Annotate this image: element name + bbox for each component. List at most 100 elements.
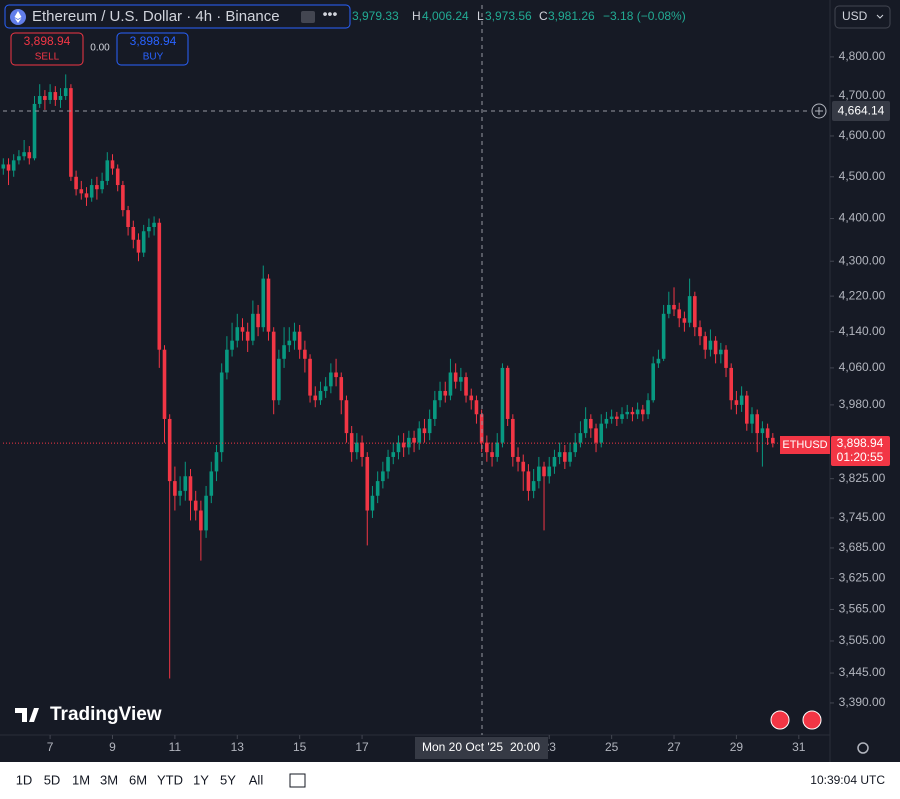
candle-body <box>505 367 510 419</box>
crosshair-date: Mon 20 Oct '25 <box>422 740 503 754</box>
candle-body <box>531 481 536 491</box>
candle-body <box>121 185 125 211</box>
event-flag[interactable] <box>770 710 790 730</box>
candle-body <box>479 414 484 443</box>
candle-body <box>43 96 47 100</box>
candle-body <box>162 349 167 419</box>
range-button[interactable]: YTD <box>157 772 183 787</box>
candle-body <box>521 461 526 472</box>
currency-button[interactable] <box>834 5 891 29</box>
sell-label: SELL <box>35 52 60 63</box>
candle-body <box>433 400 437 419</box>
candle-body <box>95 185 99 190</box>
y-tick-label: 4,060.00 <box>839 360 886 374</box>
symbol-box[interactable] <box>4 4 351 29</box>
candle-body <box>74 176 78 190</box>
legend: 3,979.33 H 4,006.24 L 3,973.56 C 3,981.2… <box>352 9 686 23</box>
range-button[interactable]: 1D <box>16 772 33 787</box>
candle-body <box>724 349 728 368</box>
candle-body <box>682 318 687 323</box>
candle-body <box>178 490 182 496</box>
range-button[interactable]: 5D <box>44 772 61 787</box>
legend-key: C <box>539 9 548 23</box>
candle-body <box>360 442 364 457</box>
candle-body <box>22 152 26 157</box>
candle-body <box>542 466 546 477</box>
range-button[interactable]: 3M <box>100 772 118 787</box>
range-button[interactable]: 5Y <box>220 772 236 787</box>
candle-body <box>734 400 739 405</box>
last-price-box <box>831 436 890 466</box>
candle-body <box>282 345 286 359</box>
crosshair-date-box <box>415 737 548 759</box>
candle-body <box>251 313 255 341</box>
candle-body <box>152 222 156 227</box>
x-tick-label: 25 <box>605 740 619 754</box>
candle-body <box>573 442 578 453</box>
candle-body <box>745 395 749 424</box>
legend-high: 4,006.24 <box>422 9 469 23</box>
candle-body <box>719 349 723 355</box>
x-tick-label: 7 <box>47 740 54 754</box>
buy-button[interactable] <box>116 32 189 66</box>
candle-body <box>84 193 89 198</box>
candle-body <box>318 390 323 401</box>
candle-body <box>755 414 760 434</box>
date-range-button[interactable] <box>289 773 306 788</box>
candle-body <box>656 358 661 364</box>
candle-body <box>630 411 635 415</box>
range-button[interactable]: All <box>249 772 264 787</box>
candle-body <box>32 103 37 159</box>
collapse-button[interactable] <box>301 11 315 23</box>
y-tick-label: 3,505.00 <box>839 633 886 647</box>
candle-body <box>537 466 541 482</box>
plot: 4,800.00 4,700.00 4,600.00 4,500.00 4,400.00… <box>1 49 886 754</box>
y-tick-label: 3,390.00 <box>839 695 886 709</box>
candle-body <box>6 164 11 171</box>
y-tick-label: 3,685.00 <box>839 540 886 554</box>
more-button[interactable]: ••• <box>323 6 338 22</box>
crosshair-price: 4,664.14 <box>838 104 885 118</box>
candle-body <box>329 372 333 387</box>
candle-body <box>563 452 567 462</box>
candle-body <box>495 442 500 457</box>
settings-button[interactable] <box>857 742 869 754</box>
range-button[interactable]: 6M <box>129 772 147 787</box>
sell-button[interactable] <box>10 32 84 66</box>
event-flag[interactable] <box>802 710 822 730</box>
candle-body <box>245 331 250 341</box>
candle-body <box>225 349 229 373</box>
y-tick-label: 3,445.00 <box>839 665 886 679</box>
candle-body <box>131 226 136 240</box>
buy-price: 3,898.94 <box>130 34 177 48</box>
candle-body <box>417 428 422 443</box>
candle-body <box>214 452 219 472</box>
candle-body <box>27 152 32 159</box>
candle-body <box>313 395 318 401</box>
candle-body <box>771 437 775 444</box>
candle-body <box>266 278 271 332</box>
range-button[interactable]: 1M <box>72 772 90 787</box>
legend-low: 3,973.56 <box>485 9 532 23</box>
candle-body <box>115 168 120 186</box>
symbol-tag <box>780 436 830 454</box>
candle-body <box>729 367 734 401</box>
candle-body <box>474 400 479 415</box>
candle-body <box>396 442 401 453</box>
countdown: 01:20:55 <box>837 450 884 464</box>
candle-body <box>1 164 6 169</box>
candle-body <box>646 400 650 415</box>
logo-mark <box>15 708 39 722</box>
x-tick-label: 11 <box>169 740 182 754</box>
candle-body <box>58 96 63 100</box>
range-button[interactable]: 1Y <box>193 772 209 787</box>
candle-body <box>308 358 312 396</box>
y-tick-label: 4,800.00 <box>839 49 886 63</box>
y-tick-label: 3,825.00 <box>839 471 886 485</box>
x-tick-label: 17 <box>355 740 369 754</box>
candle-body <box>609 416 614 419</box>
dropdown-icon <box>876 14 884 19</box>
candle-body <box>412 437 416 443</box>
candle-body <box>157 222 162 350</box>
